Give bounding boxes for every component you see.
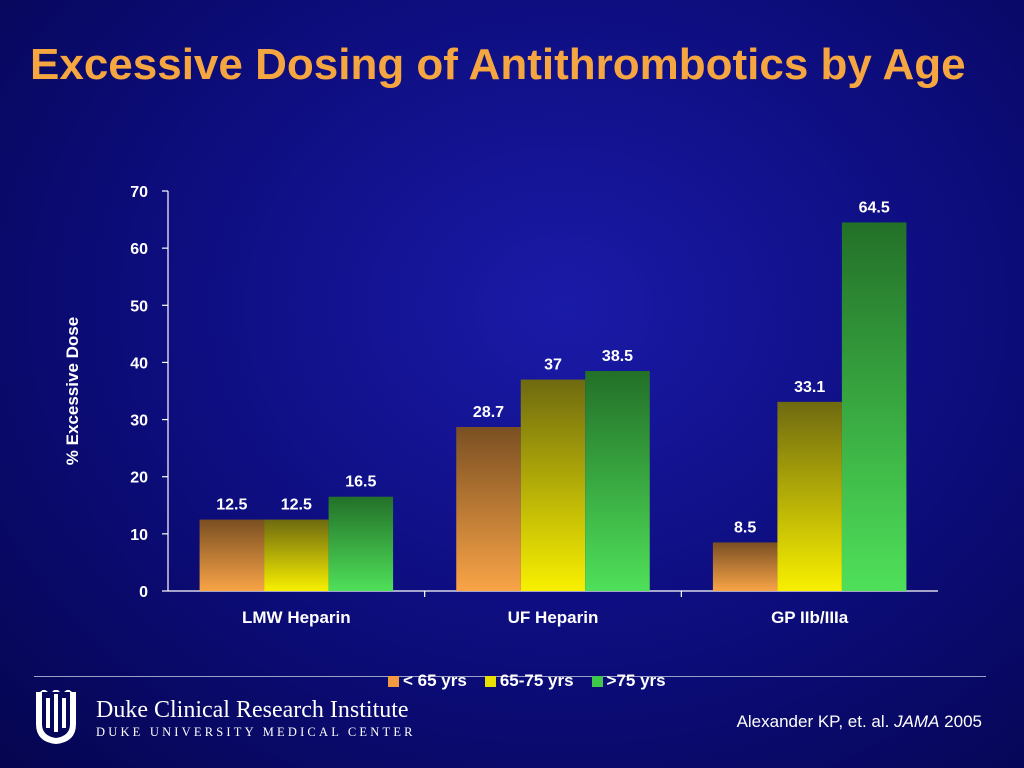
slide-title: Excessive Dosing of Antithrombotics by A…	[30, 40, 966, 89]
bar	[264, 519, 329, 591]
y-tick-label: 10	[130, 527, 148, 544]
y-tick-label: 50	[130, 298, 148, 315]
bar-value-label: 38.5	[602, 348, 633, 365]
y-tick-label: 40	[130, 355, 148, 372]
logo-university-name: DUKE UNIVERSITY MEDICAL CENTER	[96, 724, 416, 739]
bar	[456, 427, 521, 591]
y-tick-label: 70	[130, 184, 148, 201]
legend-item-under-65: < 65 yrs	[388, 671, 467, 691]
bar-chart: 0 10 20 30 40 50 60 70 % Excessive Dose 12.5 12.5 1…	[63, 184, 907, 627]
legend-label-under-65: < 65 yrs	[403, 671, 467, 690]
bar	[777, 401, 842, 591]
bar-value-label: 12.5	[216, 497, 247, 514]
bar	[585, 371, 650, 591]
y-tick-label: 60	[130, 241, 148, 258]
y-tick-label: 0	[139, 584, 148, 601]
bar-value-label: 64.5	[859, 199, 890, 216]
legend-swatch-under-65	[388, 675, 399, 687]
logo-institute-name: Duke Clinical Research Institute	[96, 696, 409, 723]
legend-swatch-over-75	[591, 675, 603, 687]
legend-label-65-75: 65-75 yrs	[499, 671, 574, 690]
citation: Alexander KP, et. al. JAMA 2005	[737, 712, 982, 732]
bar	[841, 222, 907, 591]
legend-label-over-75: >75 yrs	[606, 671, 666, 690]
legend-swatch-65-75	[484, 675, 496, 687]
bar-value-label: 28.7	[473, 404, 504, 421]
bar-value-label: 37	[544, 357, 562, 374]
bar-value-label: 8.5	[734, 519, 756, 536]
y-tick-label: 30	[130, 413, 148, 430]
bar	[520, 379, 586, 591]
y-axis-label: % Excessive Dose	[63, 317, 82, 465]
bar-value-label: 12.5	[281, 497, 312, 514]
bar	[328, 496, 394, 591]
bar-value-label: 16.5	[345, 474, 376, 491]
bar-value-label: 33.1	[794, 379, 825, 396]
x-category-label: UF Heparin	[508, 608, 599, 627]
x-category-label: LMW Heparin	[242, 608, 351, 627]
duke-chapel-icon	[36, 690, 76, 744]
citation-journal: JAMA	[894, 712, 940, 731]
bar	[712, 542, 778, 591]
legend-item-over-75: >75 yrs	[591, 671, 666, 691]
legend-item-65-75: 65-75 yrs	[484, 671, 574, 691]
x-category-label: GP IIb/IIIa	[771, 608, 849, 627]
citation-author: Alexander KP, et. al.	[736, 712, 890, 731]
footer-divider	[34, 676, 986, 677]
citation-year: 2005	[944, 712, 982, 731]
y-tick-label: 20	[130, 470, 148, 487]
bar	[199, 519, 265, 591]
chart-legend: < 65 yrs 65-75 yrs >75 yrs	[388, 669, 666, 693]
dcri-logo: Duke Clinical Research Institute DUKE UN…	[34, 690, 416, 746]
